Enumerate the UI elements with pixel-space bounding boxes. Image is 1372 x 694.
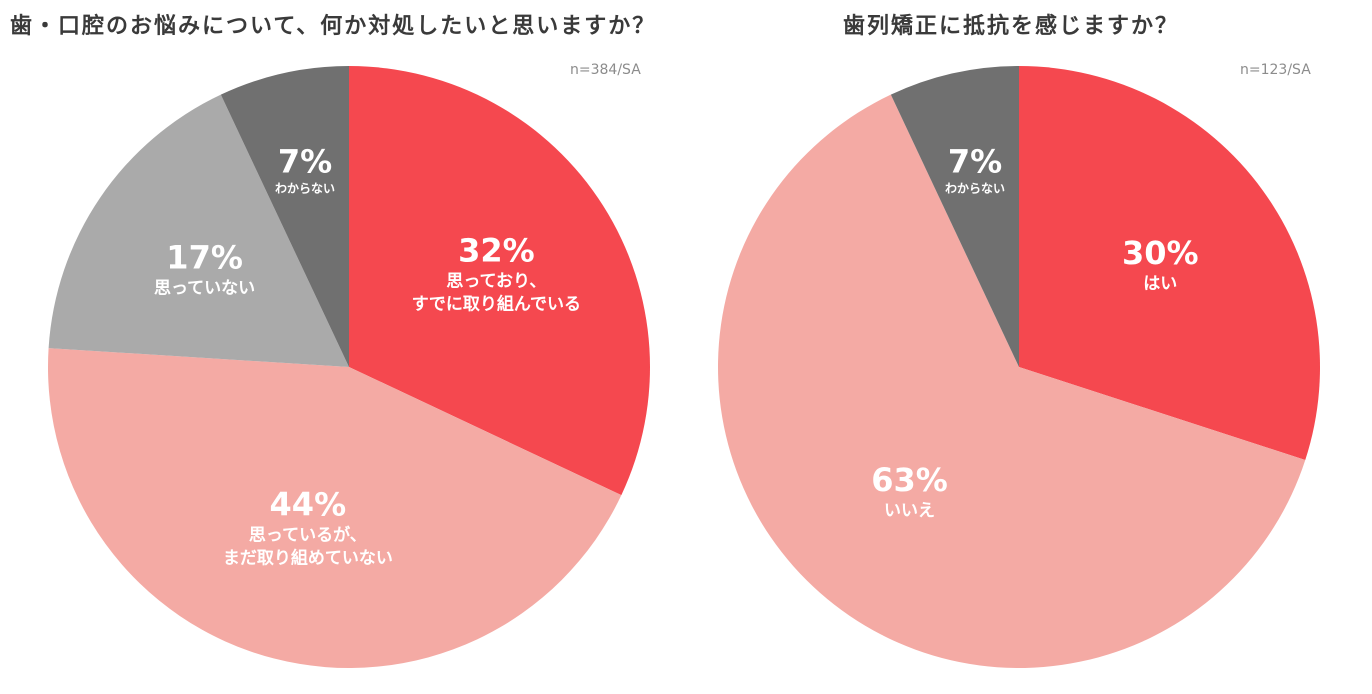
pie1-slice-1	[718, 94, 1306, 668]
pie0-slice-1-percent: 44%	[270, 486, 347, 524]
sample-size-right: n=123/SA	[1240, 62, 1311, 78]
pie0-slice-1-label-1: まだ取り組めていない	[223, 548, 393, 569]
chart-title-right: 歯列矯正に抵抗を感じますか？	[843, 14, 1180, 39]
pie1-slice-2	[890, 66, 1019, 367]
pie0-slice-1-label-0: 思っているが、	[249, 525, 367, 546]
pie1-slice-0	[1019, 66, 1320, 461]
pie0-slice-3-label-0: わからない	[275, 181, 335, 195]
chart-title-left: 歯・口腔のお悩みについて、何か対処したいと思いますか？	[10, 14, 657, 39]
pie0-slice-0-label-1: すでに取り組んでいる	[412, 294, 581, 315]
pie0-slice-3-percent: 7%	[278, 142, 332, 180]
pie1-slice-1-percent: 63%	[871, 461, 948, 499]
pie0-slice-0	[349, 66, 651, 496]
pie0-slice-1	[48, 348, 622, 668]
pie1-slice-2-label-0: わからない	[945, 181, 1005, 195]
pie1-slice-1-label-0: いいえ	[884, 501, 935, 521]
pie0-slice-0-label-0: 思っており、	[446, 272, 546, 292]
pie1-slice-2-percent: 7%	[948, 142, 1002, 180]
sample-size-left: n=384/SA	[570, 62, 641, 78]
pie0-slice-2	[48, 94, 349, 367]
pie1-slice-0-label-0: はい	[1143, 274, 1177, 294]
pie0-slice-2-label-0: 思っていない	[154, 279, 255, 299]
pie0-slice-2-percent: 17%	[166, 239, 243, 277]
pie0-slice-3	[220, 66, 349, 367]
pie0-slice-0-percent: 32%	[458, 232, 535, 270]
pie1-slice-0-percent: 30%	[1122, 234, 1199, 272]
